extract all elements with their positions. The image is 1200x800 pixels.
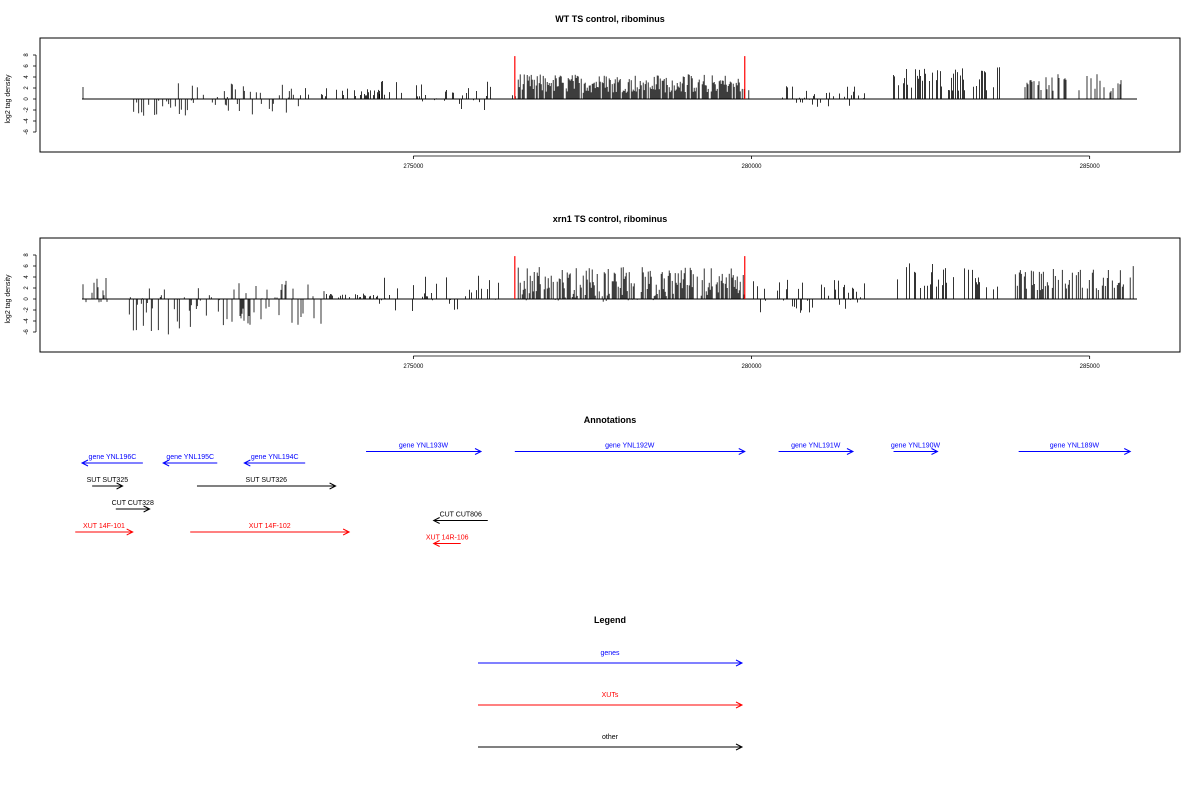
annotations-section: Annotations gene YNL196C gene YNL195C gene… [75, 415, 1132, 547]
y-tick-label: -6 [24, 129, 30, 135]
x-tick-label: 280000 [742, 164, 763, 170]
annotation-arrow: gene YNL193W [366, 443, 483, 455]
x-tick-label: 285000 [1080, 164, 1101, 170]
track-panel: WT TS control, ribominus 8 6 4 2 0 -2 -4 -6 log2 … [5, 14, 1181, 170]
arrow-head [329, 482, 337, 490]
arrow-head [738, 448, 746, 455]
y-axis-label: log2 tag density [5, 74, 12, 124]
legend-label: XUTs [602, 692, 619, 699]
annotation-arrow: gene YNL190W [891, 443, 941, 455]
x-tick-label: 275000 [403, 164, 424, 170]
arrow-head [846, 448, 855, 455]
arrow-head [162, 459, 170, 467]
annotation-arrow: gene YNL194C [243, 454, 306, 467]
legend-label: other [602, 734, 619, 741]
annotation-arrow: XUT 14F-102 [190, 523, 351, 536]
annotation-label: gene YNL189W [1050, 443, 1100, 450]
arrow-head [735, 743, 744, 751]
y-tick-label: -4 [24, 318, 30, 324]
plot-frame [39, 237, 1181, 353]
y-tick-label: 2 [24, 286, 30, 290]
annotation-label: gene YNL195C [166, 454, 214, 461]
annotation-label: gene YNL191W [791, 443, 841, 450]
annotation-label: SUT SUT326 [246, 477, 288, 484]
arrow-head [126, 528, 134, 536]
chart-title: WT TS control, ribominus [555, 14, 665, 24]
arrow-head [1124, 448, 1132, 455]
y-tick-label: 4 [24, 275, 30, 279]
x-tick-label: 275000 [403, 364, 424, 370]
annotation-arrow: CUT CUT806 [432, 512, 488, 524]
y-tick-label: 8 [24, 253, 30, 257]
y-tick-label: -2 [24, 107, 30, 113]
y-tick-label: -4 [24, 118, 30, 124]
arrow-head [735, 659, 744, 667]
legend-label: genes [600, 650, 620, 657]
chart-title: xrn1 TS control, ribominus [553, 214, 668, 224]
arrow-head [474, 448, 483, 455]
legend-title: Legend [594, 615, 626, 625]
arrow-head [432, 517, 440, 524]
arrow-head [735, 701, 744, 709]
annotation-arrow: XUT 14F-101 [75, 523, 134, 536]
arrow-head [80, 459, 89, 467]
arrow-head [931, 448, 939, 455]
density-spikes [82, 263, 1134, 335]
annotation-arrow: gene YNL195C [162, 454, 218, 467]
annotation-label: XUT 14F-102 [249, 523, 291, 530]
x-tick-label: 280000 [742, 364, 763, 370]
arrow-head [243, 459, 251, 467]
y-tick-label: 6 [24, 264, 30, 268]
annotation-label: XUT 14F-101 [83, 523, 125, 530]
annotation-arrow: CUT CUT328 [112, 500, 154, 513]
density-spikes [82, 67, 1122, 116]
annotation-arrow: gene YNL192W [514, 443, 746, 455]
legend-entry: other [478, 734, 744, 751]
annotation-items: gene YNL196C gene YNL195C gene YNL194C gene… [75, 443, 1132, 547]
y-axis-label: log2 tag density [5, 274, 12, 324]
legend-items: genes XUTs other [478, 650, 744, 751]
annotation-label: SUT SUT325 [87, 477, 129, 484]
annotation-label: gene YNL192W [605, 443, 655, 450]
annotation-arrow: gene YNL196C [80, 454, 143, 467]
y-tick-label: -6 [24, 329, 30, 335]
y-tick-label: 0 [24, 297, 30, 301]
plot-frame [39, 37, 1181, 153]
annotation-label: gene YNL196C [89, 454, 137, 461]
annotation-arrow: XUT 14R-106 [426, 535, 469, 547]
y-tick-label: 2 [24, 86, 30, 90]
annotation-label: gene YNL193W [399, 443, 449, 450]
annotation-label: gene YNL190W [891, 443, 941, 450]
arrow-head [116, 482, 124, 490]
annotation-label: CUT CUT806 [440, 512, 482, 519]
y-tick-label: 0 [24, 97, 30, 101]
annotation-arrow: SUT SUT325 [87, 477, 129, 490]
annotation-label: gene YNL194C [251, 454, 299, 461]
y-tick-label: 8 [24, 53, 30, 57]
annotation-label: CUT CUT328 [112, 500, 154, 507]
y-tick-label: -2 [24, 307, 30, 313]
annotation-arrow: gene YNL189W [1018, 443, 1132, 455]
track-panels: WT TS control, ribominus 8 6 4 2 0 -2 -4 -6 log2 … [5, 14, 1181, 370]
y-tick-label: 4 [24, 75, 30, 79]
track-panel: xrn1 TS control, ribominus 8 6 4 2 0 -2 -4 -6 log… [5, 214, 1181, 370]
annotations-title: Annotations [584, 415, 637, 425]
y-tick-label: 6 [24, 64, 30, 68]
annotation-arrow: SUT SUT326 [196, 477, 337, 490]
legend: Legend genes XUTs other [478, 615, 744, 751]
annotation-arrow: gene YNL191W [778, 443, 855, 455]
arrow-head [432, 540, 440, 547]
arrow-head [143, 505, 151, 513]
arrow-head [342, 528, 351, 536]
legend-entry: genes [478, 650, 744, 667]
legend-entry: XUTs [478, 692, 744, 709]
annotation-label: XUT 14R-106 [426, 535, 469, 542]
x-tick-label: 285000 [1080, 364, 1101, 370]
